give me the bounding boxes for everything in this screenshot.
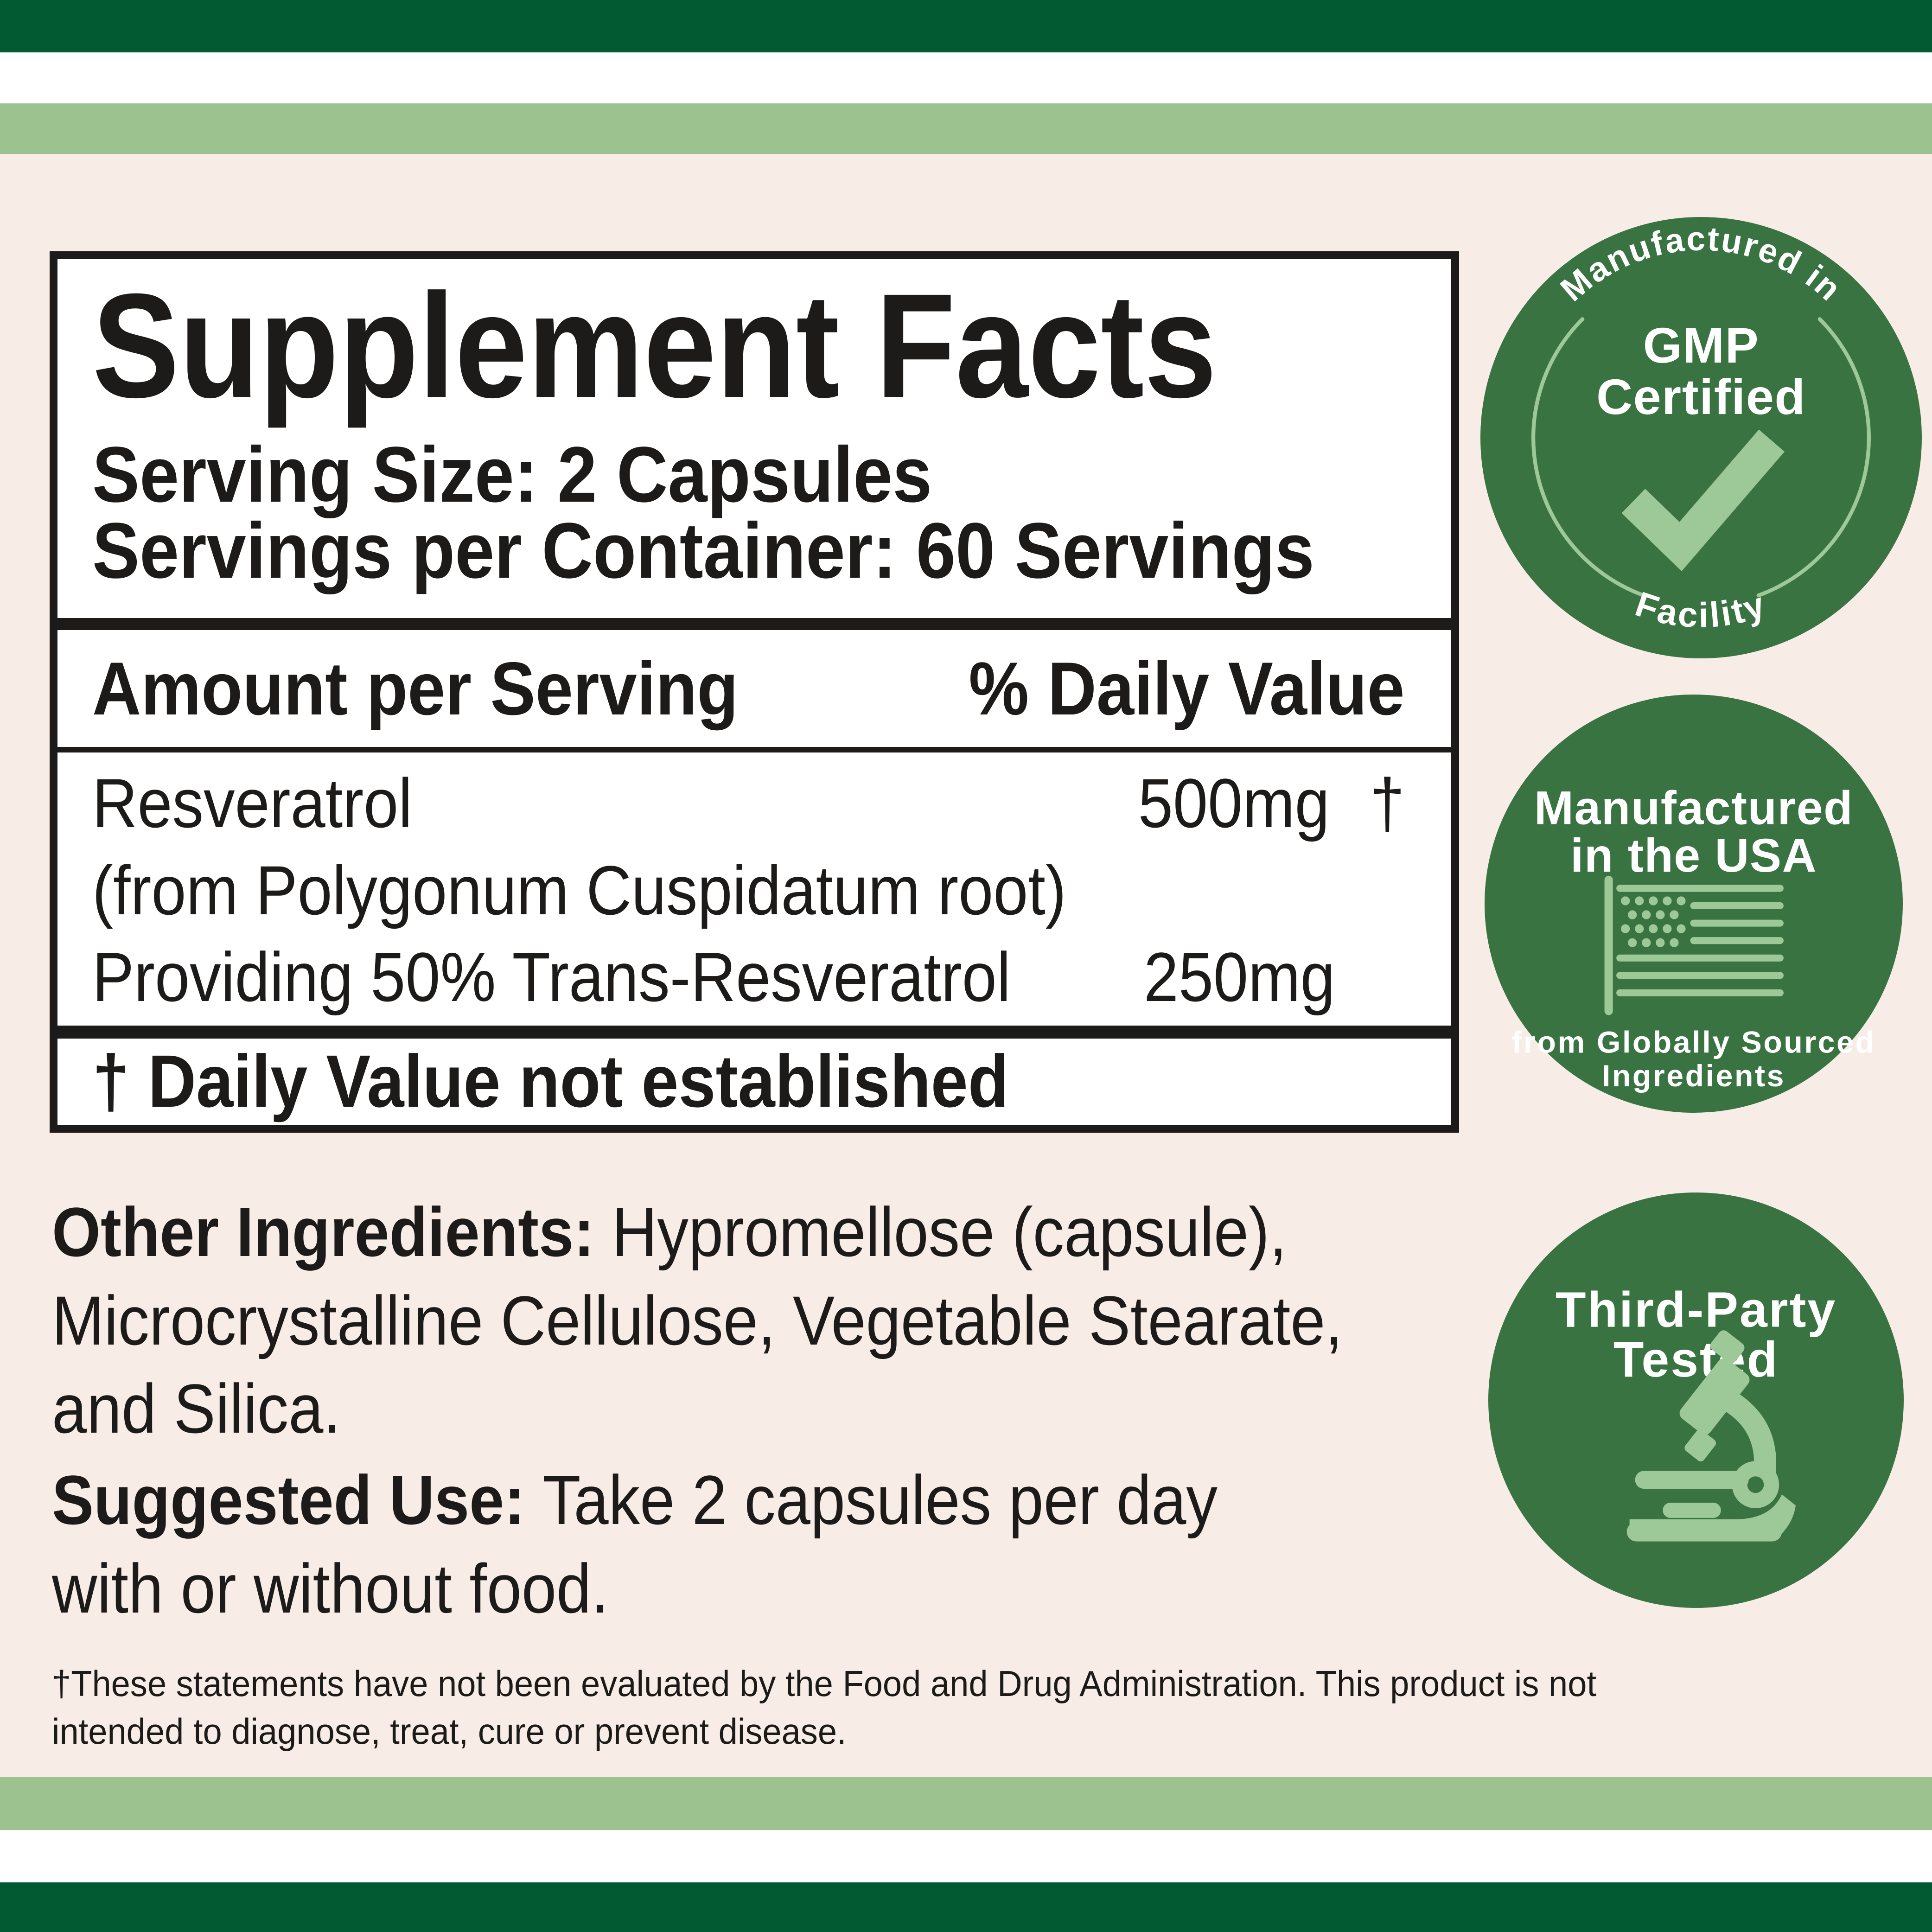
check-icon <box>1621 429 1785 571</box>
amount-header-row: Amount per Serving % Daily Value <box>57 651 1451 727</box>
dv-dagger: † <box>1370 764 1405 842</box>
gmp-line1: GMP <box>1643 317 1759 373</box>
fda-disclaimer: †These statements have not been evaluate… <box>52 1663 1597 1752</box>
serving-size-text: Serving Size: 2 Capsules <box>92 431 932 519</box>
top-bar-light-green <box>0 103 1932 154</box>
usa-flag-icon <box>1604 875 1784 1015</box>
usa-line2: in the USA <box>1570 829 1817 882</box>
other-ingredients-text: Hypromellose (capsule), Microcrystalline… <box>52 1193 1343 1447</box>
suggested-use-label: Suggested Use: <box>52 1461 525 1539</box>
bottom-bar-dark-green <box>0 1882 1932 1932</box>
made-in-usa-badge: Manufactured in the USA from Globally So <box>1485 695 1903 1113</box>
suggested-use-text: Take 2 capsules per day with or without … <box>52 1461 1218 1627</box>
bottom-bar-light-green <box>0 1777 1932 1830</box>
bottom-bar-white <box>0 1830 1932 1882</box>
usa-line1: Manufactured <box>1534 781 1853 835</box>
ingredient-row-resveratrol: Resveratrol 500mg † <box>57 760 1451 847</box>
third-party-tested-badge: Third-Party Tested <box>1488 1192 1904 1608</box>
daily-value-footnote-text: † Daily Value not established <box>92 1039 1009 1122</box>
servings-per-container-line: Servings per Container: 60 Servings <box>92 511 1451 590</box>
panel-title: Supplement Facts <box>92 262 1217 428</box>
ingredient-row-providing: Providing 50% Trans-Resveratrol 250mg <box>57 934 1451 1021</box>
ingredient-amount-group: 500mg † <box>1138 760 1405 847</box>
providing-amount: 250mg <box>1144 938 1335 1016</box>
divider-thick-1 <box>57 618 1451 630</box>
divider-thin <box>57 747 1451 752</box>
tested-line1: Third-Party <box>1556 1282 1836 1338</box>
microscope-icon <box>1626 1330 1796 1542</box>
other-ingredients-label: Other Ingredients: <box>52 1193 595 1271</box>
divider-thick-2 <box>57 1025 1451 1039</box>
gmp-badge-circle <box>1480 217 1922 658</box>
gmp-ring-right-arc <box>1756 317 1871 598</box>
usa-badge-graphic: Manufactured in the USA from Globally So <box>1485 695 1903 1113</box>
ingredient-row-source: (from Polygonum Cuspidatum root) <box>57 847 1451 934</box>
ingredient-name: Resveratrol <box>92 764 413 842</box>
servings-per-container-text: Servings per Container: 60 Servings <box>92 507 1314 595</box>
top-bar-white <box>0 52 1932 103</box>
gmp-certified-badge: Manufactured in GMP Certified Facility <box>1480 217 1922 658</box>
tested-badge-graphic: Third-Party Tested <box>1488 1192 1904 1608</box>
gmp-line2: Certified <box>1596 369 1806 425</box>
ingredient-rows: Resveratrol 500mg † (from Polygonum Cusp… <box>57 760 1451 1021</box>
other-ingredients-paragraph: Other Ingredients: Hypromellose (capsule)… <box>52 1188 1596 1453</box>
tested-line2: Tested <box>1613 1332 1779 1387</box>
ingredient-source-text: (from Polygonum Cuspidatum root) <box>92 851 1066 929</box>
suggested-use-paragraph: Suggested Use: Take 2 capsules per day wi… <box>52 1456 1596 1632</box>
daily-value-footnote: † Daily Value not established <box>92 1044 1451 1118</box>
top-bar-dark-green <box>0 0 1932 52</box>
amount-per-serving-label: Amount per Serving <box>92 647 739 731</box>
usa-sub-line2: Ingredients <box>1602 1059 1785 1093</box>
serving-size-line: Serving Size: 2 Capsules <box>92 435 1451 514</box>
providing-name: Providing 50% Trans-Resveratrol <box>92 938 1011 1016</box>
usa-sub-line1: from Globally Sourced <box>1512 1026 1876 1060</box>
daily-value-label: % Daily Value <box>969 647 1405 731</box>
gmp-badge-graphic: Manufactured in GMP Certified Facility <box>1480 217 1922 658</box>
supplement-facts-panel: Supplement Facts Serving Size: 2 Capsule… <box>50 251 1459 1133</box>
ingredient-amount: 500mg <box>1138 764 1330 842</box>
gmp-ring-left-arc <box>1531 317 1646 598</box>
